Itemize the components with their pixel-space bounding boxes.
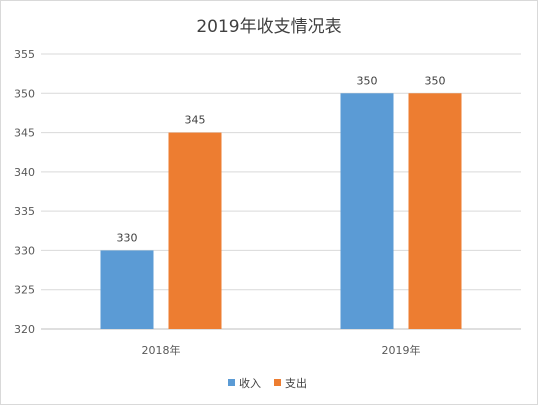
x-axis-ticks: 2018年 2019年 <box>142 343 421 357</box>
bar-expense <box>408 93 462 330</box>
y-tick-label: 340 <box>14 166 35 179</box>
bar-income <box>100 250 154 329</box>
y-tick-label: 350 <box>14 87 35 100</box>
y-tick-label: 325 <box>14 284 35 297</box>
legend-swatch <box>274 379 281 386</box>
y-tick-label: 355 <box>14 48 35 61</box>
legend-label: 收入 <box>239 376 261 390</box>
bar-income <box>340 93 394 330</box>
y-tick-label: 320 <box>14 323 35 336</box>
y-tick-label: 345 <box>14 127 35 140</box>
y-tick-label: 335 <box>14 205 35 218</box>
x-tick-label: 2019年 <box>382 343 421 357</box>
legend: 收入 支出 <box>228 376 307 390</box>
bar-value-label: 350 <box>425 74 446 87</box>
bar-value-label: 350 <box>357 74 378 87</box>
bars <box>100 93 462 330</box>
bar-value-label: 345 <box>185 114 206 127</box>
bar-expense <box>168 132 222 329</box>
legend-swatch <box>228 379 235 386</box>
y-tick-label: 330 <box>14 244 35 257</box>
x-tick-label: 2018年 <box>142 343 181 357</box>
chart-title: 2019年收支情况表 <box>196 17 341 37</box>
bar-value-label: 330 <box>117 231 138 244</box>
y-axis-ticks: 320 325 330 335 340 345 350 355 <box>14 48 35 336</box>
data-labels: 330 345 350 350 <box>117 74 446 244</box>
legend-label: 支出 <box>285 376 307 390</box>
